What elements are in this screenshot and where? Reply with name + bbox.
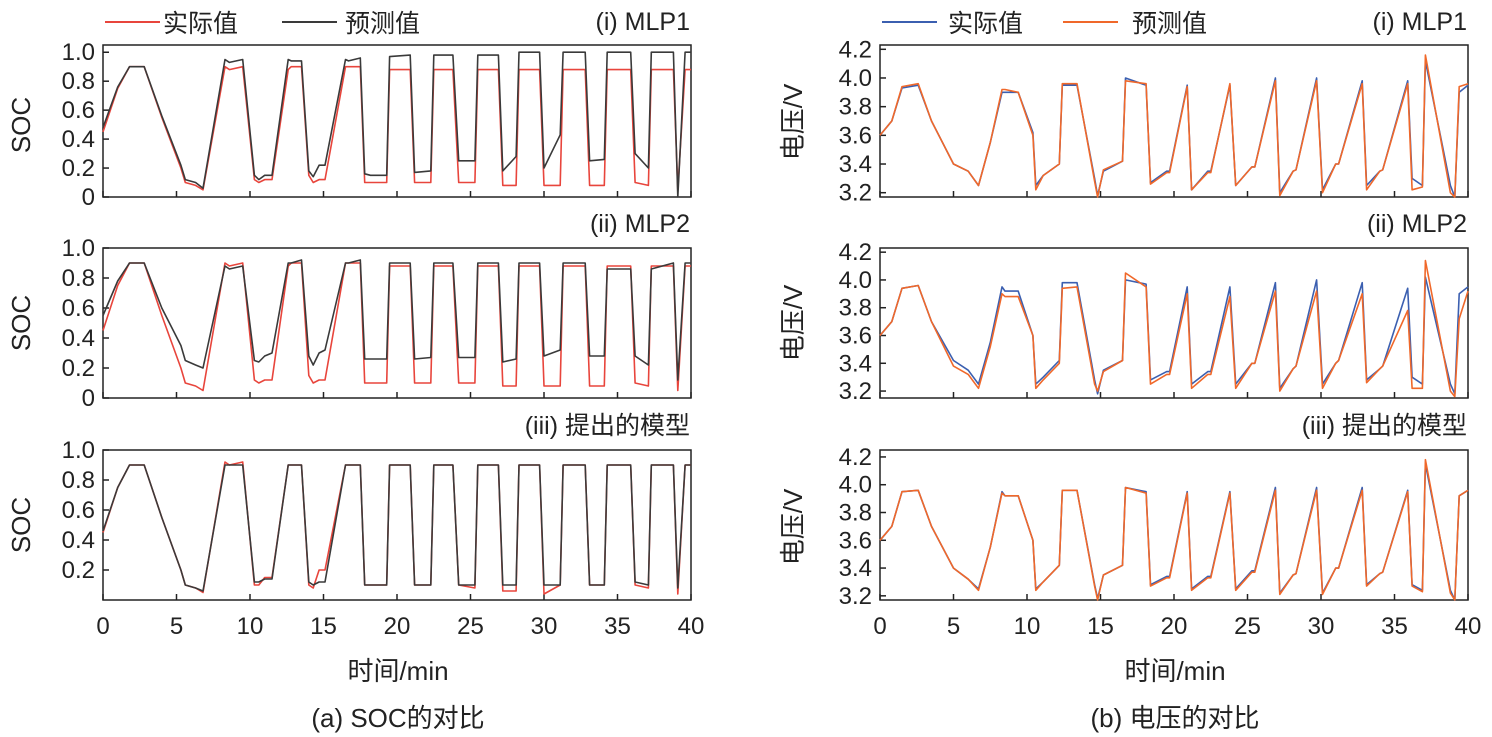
ytick-label-a1: 0 [82, 184, 95, 211]
plot-b1: 3.23.43.63.84.04.2 [839, 36, 1469, 207]
series-predicted-b3 [879, 458, 1469, 601]
ytick-label-a3: 1.0 [62, 437, 95, 464]
ytick-label-b1: 4.0 [839, 65, 872, 92]
ylabel-a2: SOC [6, 295, 36, 351]
ytick-label-b1: 3.8 [839, 94, 872, 121]
xtick-label-b3: 20 [1161, 613, 1188, 640]
legend-left: 实际值 预测值 [105, 10, 420, 38]
ylabel-b2: 电压/V [778, 284, 808, 361]
xtick-label-b3: 5 [947, 613, 960, 640]
caption-a: (a) SOC的对比 [311, 703, 484, 733]
title-a2: (ii) MLP2 [590, 210, 690, 238]
caption-b: (b) 电压的对比 [1090, 703, 1259, 733]
ytick-label-b1: 4.2 [839, 36, 872, 63]
title-b1: (i) MLP1 [1373, 8, 1467, 36]
xtick-label-b3: 25 [1234, 613, 1261, 640]
xtick-label-b3: 40 [1455, 613, 1482, 640]
series-predicted-b1 [879, 54, 1469, 198]
ytick-label-a1: 1.0 [62, 39, 95, 66]
ytick-label-a2: 0.2 [62, 355, 95, 382]
ytick-label-a3: 0.4 [62, 527, 95, 554]
xtick-label-a3: 5 [170, 613, 183, 640]
xlabel-a: 时间/min [347, 656, 448, 686]
xtick-label-b3: 0 [873, 613, 886, 640]
ytick-label-a3: 0.8 [62, 467, 95, 494]
ytick-label-a2: 1.0 [62, 235, 95, 262]
xtick-label-a3: 40 [678, 613, 705, 640]
plot-b3: 3.23.43.63.84.04.2 0 5 10 15 20 25 30 35 40 [839, 444, 1482, 640]
legend-pred-label-right: 预测值 [1132, 10, 1207, 38]
plot-a1: 00.20.40.60.81.0 [62, 39, 692, 211]
title-b2: (ii) MLP2 [1367, 210, 1467, 238]
legend-actual-label-left: 实际值 [163, 10, 238, 38]
plot-frame-a3 [102, 449, 692, 601]
series-predicted-a3 [102, 464, 691, 592]
plot-frame-b1 [879, 44, 1469, 198]
ytick-label-a2: 0.6 [62, 295, 95, 322]
ytick-label-a1: 0.6 [62, 97, 95, 124]
plot-frame-b3 [879, 449, 1469, 601]
series-actual-a1 [102, 65, 691, 191]
ytick-label-b3: 3.6 [839, 527, 872, 554]
ytick-label-b1: 3.2 [839, 180, 872, 207]
series-actual-a3 [102, 461, 691, 595]
ytick-label-a3: 0.2 [62, 557, 95, 584]
series-actual-b1 [879, 59, 1469, 198]
xtick-label-a3: 15 [310, 613, 337, 640]
plot-frame-a2 [102, 247, 692, 399]
series-actual-a2 [102, 262, 691, 392]
xtick-label-a3: 0 [96, 613, 109, 640]
ytick-label-b2: 3.4 [839, 350, 872, 377]
xlabel-b: 时间/min [1124, 656, 1225, 686]
xtick-label-a3: 10 [237, 613, 264, 640]
ytick-label-b3: 3.2 [839, 583, 872, 610]
ytick-label-a2: 0.4 [62, 325, 95, 352]
ytick-label-b3: 3.4 [839, 555, 872, 582]
ytick-label-b3: 4.0 [839, 472, 872, 499]
series-predicted-b2 [879, 259, 1469, 398]
plot-b2: 3.23.43.63.84.04.2 [839, 239, 1469, 405]
ytick-label-a3: 0.6 [62, 497, 95, 524]
plot-a3: 0.2 0.4 0.6 0.8 1.0 0 5 10 15 20 25 30 35 40 [62, 437, 705, 640]
title-a3: (iii) 提出的模型 [525, 412, 690, 440]
ylabel-b3: 电压/V [778, 488, 808, 565]
xtick-label-a3: 20 [384, 613, 411, 640]
ytick-label-b3: 4.2 [839, 444, 872, 471]
xtick-label-a3: 30 [531, 613, 558, 640]
ytick-label-a1: 0.2 [62, 155, 95, 182]
ytick-label-a1: 0.8 [62, 68, 95, 95]
plot-a2: 0 0.2 0.4 0.6 0.8 1.0 [62, 235, 692, 412]
ylabel-b1: 电压/V [778, 83, 808, 160]
title-a1: (i) MLP1 [596, 8, 690, 36]
legend-pred-label-left: 预测值 [345, 10, 420, 38]
ytick-label-b1: 3.4 [839, 151, 872, 178]
ytick-label-b2: 4.0 [839, 267, 872, 294]
ytick-label-a2: 0 [82, 385, 95, 412]
ytick-label-b2: 3.2 [839, 378, 872, 405]
xtick-label-b3: 35 [1381, 613, 1408, 640]
legend-actual-label-right: 实际值 [948, 10, 1023, 38]
title-b3: (iii) 提出的模型 [1302, 412, 1467, 440]
series-actual-b2 [879, 276, 1469, 395]
ytick-label-b2: 4.2 [839, 239, 872, 266]
xtick-label-b3: 15 [1087, 613, 1114, 640]
ytick-label-b2: 3.6 [839, 323, 872, 350]
xtick-label-b3: 10 [1014, 613, 1041, 640]
ylabel-a1: SOC [6, 97, 36, 153]
series-predicted-a1 [102, 51, 691, 198]
plot-frame-a1 [102, 44, 692, 198]
xtick-label-a3: 35 [604, 613, 631, 640]
series-predicted-a2 [102, 259, 691, 381]
xtick-label-b3: 30 [1308, 613, 1335, 640]
xtick-label-a3: 25 [457, 613, 484, 640]
ytick-label-b3: 3.8 [839, 500, 872, 527]
ylabel-a3: SOC [6, 497, 36, 553]
ytick-label-b1: 3.6 [839, 122, 872, 149]
ytick-label-a2: 0.8 [62, 265, 95, 292]
ytick-label-a1: 0.4 [62, 126, 95, 153]
ytick-label-b2: 3.8 [839, 295, 872, 322]
legend-right: 实际值 预测值 [882, 10, 1207, 38]
